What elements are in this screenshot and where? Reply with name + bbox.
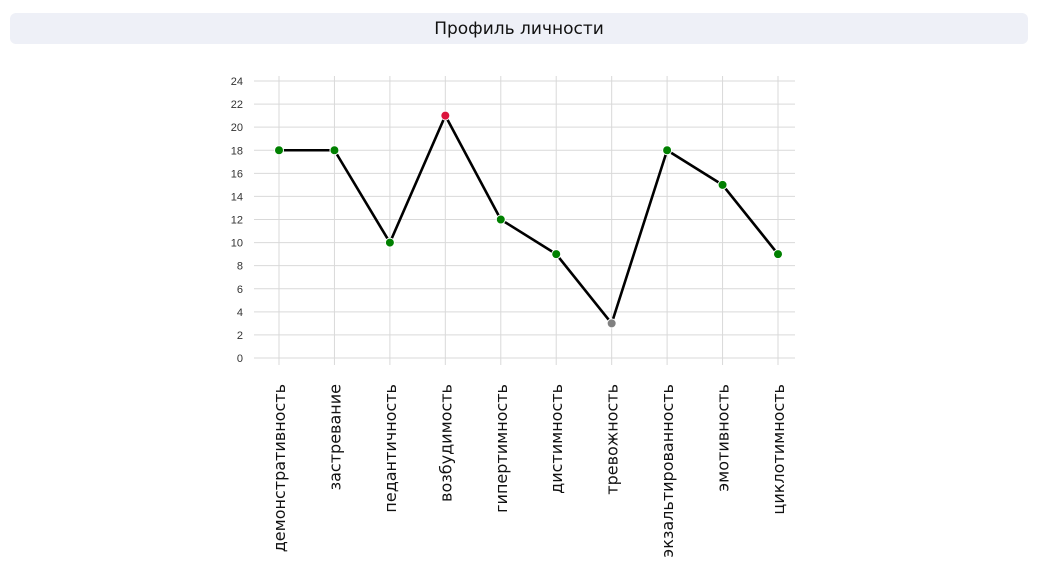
data-point-5 xyxy=(495,214,506,225)
series-line-group xyxy=(279,114,780,325)
x-tick-label: застревание xyxy=(325,384,344,490)
series-line xyxy=(279,114,780,325)
data-point-8 xyxy=(662,145,673,156)
x-tick-label: эмотивность xyxy=(714,384,733,492)
data-point-9 xyxy=(717,179,728,190)
data-point-2 xyxy=(329,145,340,156)
y-tick-label: 10 xyxy=(231,238,243,250)
x-tick-label: демонстративность xyxy=(270,384,289,552)
data-point-6 xyxy=(551,249,562,260)
x-tick-label: гипертимность xyxy=(492,384,511,513)
chart-title: Профиль личности xyxy=(10,13,1028,44)
x-tick-label: педантичность xyxy=(381,384,400,513)
data-points xyxy=(274,110,783,329)
data-point-4 xyxy=(440,110,451,121)
y-tick-label: 14 xyxy=(231,191,243,203)
data-point-3 xyxy=(384,237,395,248)
x-tick-label: тревожность xyxy=(603,384,622,495)
y-tick-label: 0 xyxy=(237,353,243,365)
x-tick-label: экзальтированность xyxy=(658,384,677,558)
x-axis-ticks: демонстративность застревание педантичност… xyxy=(270,384,788,558)
y-tick-label: 24 xyxy=(231,76,243,88)
y-tick-label: 12 xyxy=(231,215,243,227)
y-tick-label: 20 xyxy=(231,122,243,134)
y-tick-label: 4 xyxy=(237,307,243,319)
data-point-10 xyxy=(773,249,783,260)
y-tick-label: 6 xyxy=(237,284,243,296)
x-tick-label: дистимность xyxy=(547,384,566,494)
data-point-1 xyxy=(274,145,284,156)
y-tick-label: 8 xyxy=(237,261,243,273)
grid xyxy=(254,76,795,365)
y-tick-label: 22 xyxy=(231,99,243,111)
y-tick-label: 18 xyxy=(231,145,243,157)
x-tick-label: циклотимность xyxy=(769,384,788,515)
x-tick-label: возбудимость xyxy=(436,384,455,502)
y-tick-label: 2 xyxy=(237,330,243,342)
data-point-7 xyxy=(606,318,617,329)
y-tick-label: 16 xyxy=(231,168,243,180)
